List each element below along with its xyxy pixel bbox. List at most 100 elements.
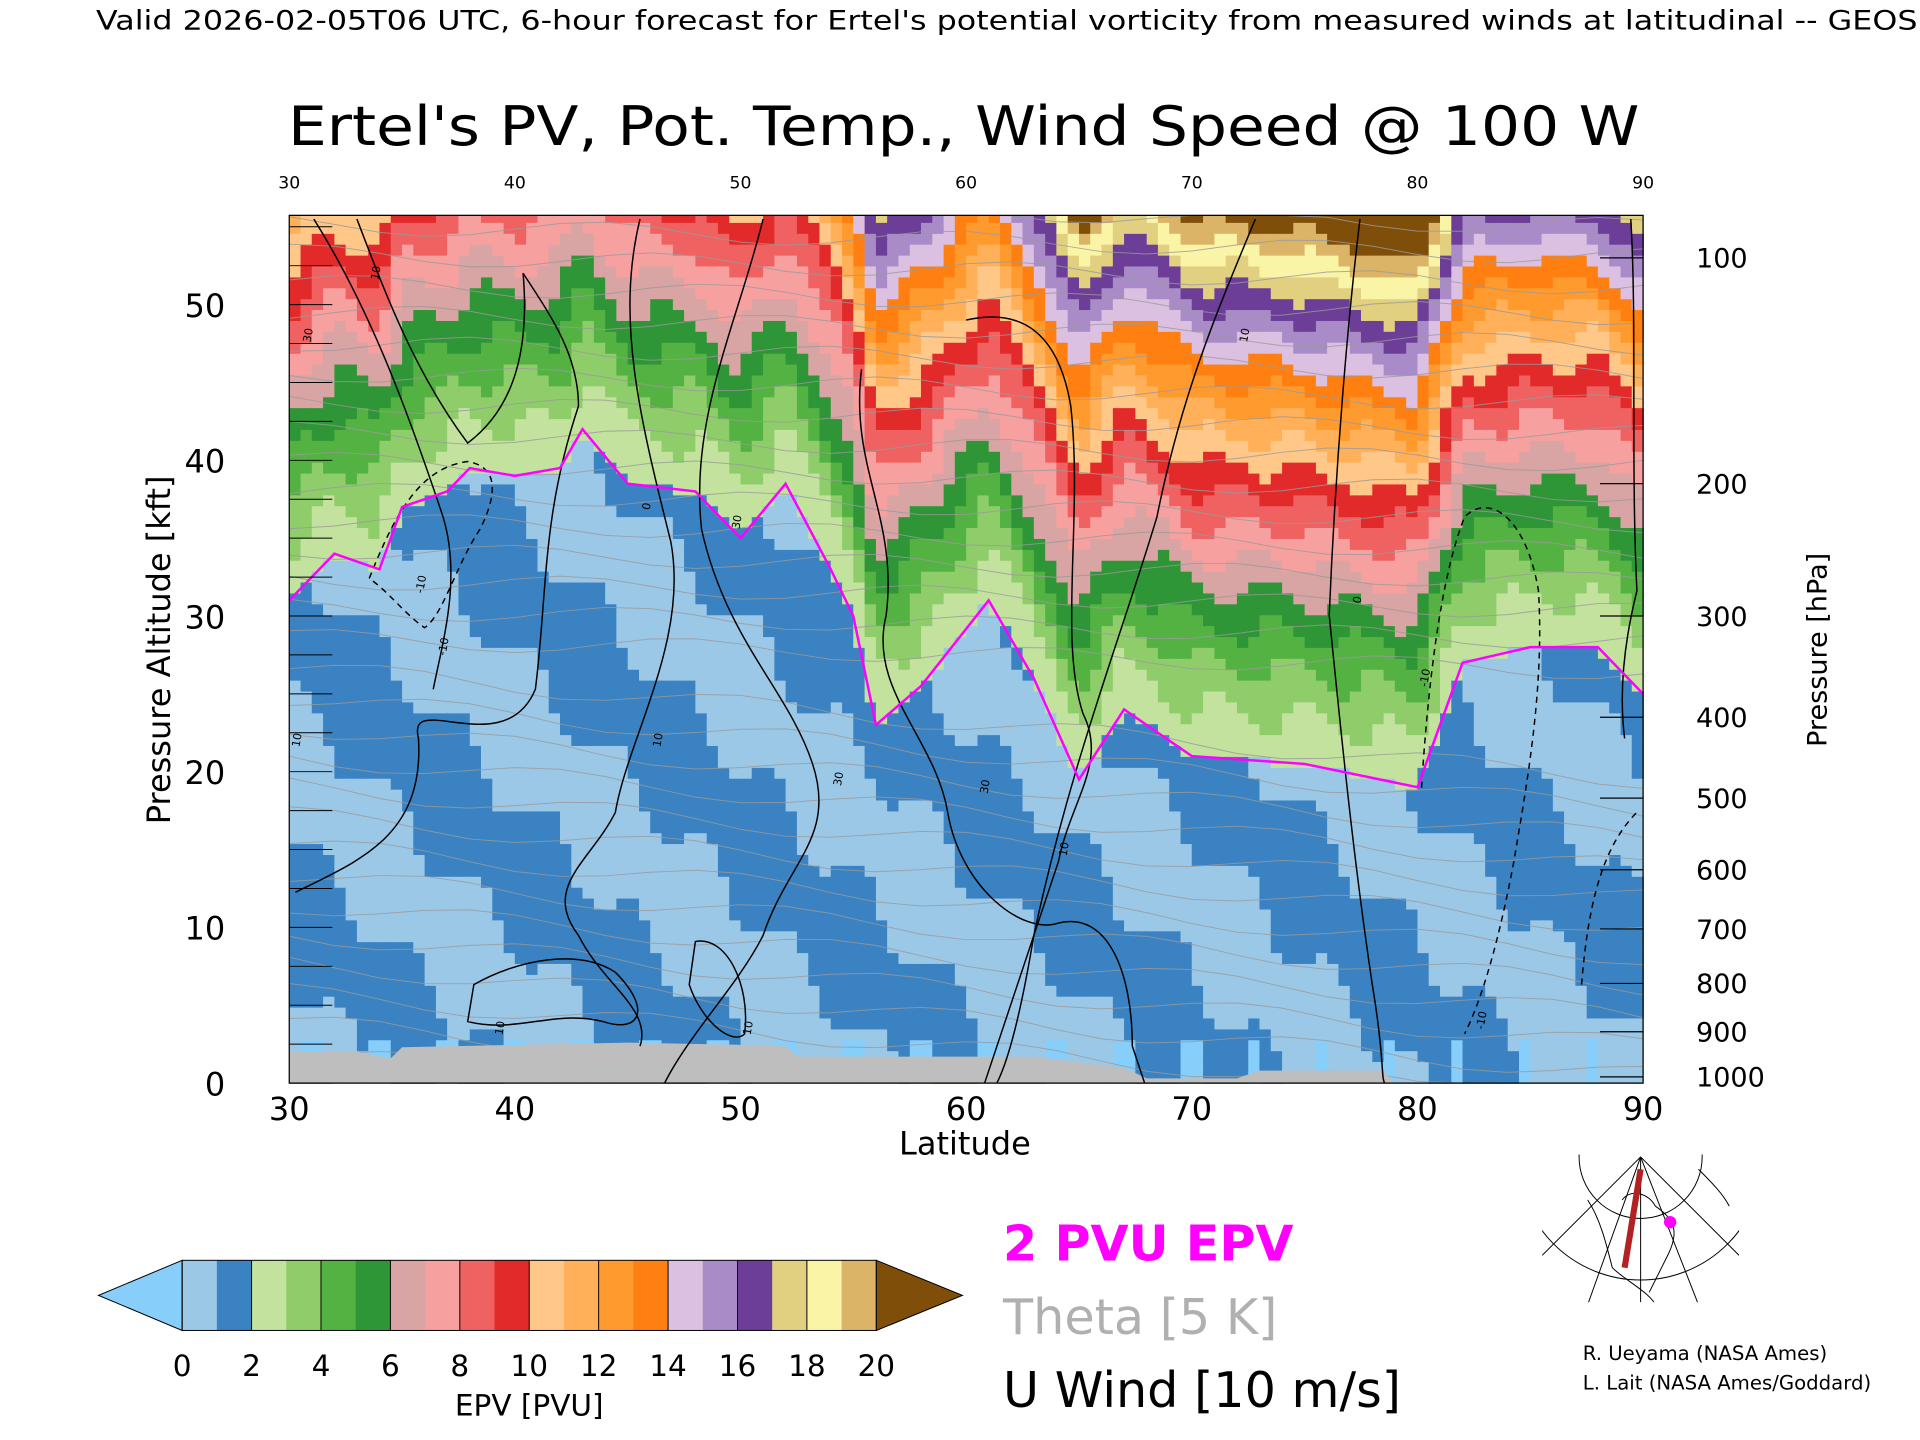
pv-cell xyxy=(492,876,505,888)
pv-cell xyxy=(966,342,979,354)
pv-cell xyxy=(627,429,640,441)
pv-cell xyxy=(616,930,629,943)
pv-cell xyxy=(751,745,764,757)
pv-cell xyxy=(582,930,595,943)
pv-cell xyxy=(402,603,415,616)
pv-cell xyxy=(819,342,832,354)
pv-cell xyxy=(334,701,347,714)
pv-cell xyxy=(469,734,482,746)
pv-cell xyxy=(571,799,584,812)
pv-cell xyxy=(345,984,358,997)
pv-cell xyxy=(447,1017,460,1030)
pv-cell xyxy=(480,374,494,387)
pv-cell xyxy=(977,1006,990,1019)
pv-cell xyxy=(639,712,652,725)
pv-cell xyxy=(909,407,922,420)
pv-cell xyxy=(729,865,742,877)
pv-cell xyxy=(616,756,629,768)
pv-cell xyxy=(977,788,990,801)
pv-cell xyxy=(492,320,505,332)
pv-cell xyxy=(661,810,674,823)
pv-cell xyxy=(605,461,618,474)
pv-cell xyxy=(548,374,561,387)
pv-cell xyxy=(345,461,358,474)
pv-cell xyxy=(526,712,539,725)
pv-cell xyxy=(616,865,629,877)
pv-cell xyxy=(819,756,832,768)
pv-cell xyxy=(458,799,471,812)
pv-cell xyxy=(334,876,347,888)
top-x-tick-label: 30 xyxy=(278,173,300,193)
pv-cell xyxy=(943,254,956,267)
pv-cell xyxy=(842,407,855,420)
pv-cell xyxy=(887,821,900,834)
pv-cell xyxy=(796,363,809,376)
pv-cell xyxy=(480,472,494,485)
pv-cell xyxy=(413,516,426,528)
pv-cell xyxy=(379,876,392,888)
pv-cell xyxy=(356,734,369,746)
pv-cell xyxy=(796,505,809,518)
pv-cell xyxy=(289,919,302,932)
pv-cell xyxy=(616,505,629,518)
pv-cell xyxy=(571,560,584,572)
pv-cell xyxy=(717,320,730,332)
pv-cell xyxy=(526,472,539,485)
pv-cell xyxy=(695,756,708,768)
pv-cell xyxy=(503,919,516,932)
pv-cell xyxy=(379,407,392,420)
pv-cell xyxy=(593,440,606,452)
pv-cell xyxy=(368,963,381,975)
pv-cell xyxy=(954,1006,967,1019)
pv-cell xyxy=(605,429,618,441)
pv-cell xyxy=(672,636,685,648)
pv-cell xyxy=(717,668,730,681)
pv-cell xyxy=(875,1017,888,1030)
pv-cell xyxy=(819,215,832,223)
pv-cell xyxy=(853,1017,866,1030)
pv-cell xyxy=(796,865,809,877)
pv-cell xyxy=(729,941,742,954)
pv-cell xyxy=(684,516,697,528)
pv-cell xyxy=(480,232,494,245)
pv-cell xyxy=(639,658,652,670)
pv-cell xyxy=(830,690,843,703)
pv-cell xyxy=(695,734,708,746)
pv-cell xyxy=(898,701,911,714)
pv-cell xyxy=(514,549,527,561)
pv-cell xyxy=(830,592,843,605)
pv-cell xyxy=(323,461,336,474)
pv-cell xyxy=(548,232,561,245)
pv-cell xyxy=(785,418,798,430)
pv-cell xyxy=(514,756,527,768)
pv-cell xyxy=(966,243,979,256)
pv-cell xyxy=(875,756,888,768)
pv-cell xyxy=(729,494,742,507)
pv-cell xyxy=(582,767,595,779)
pv-cell xyxy=(390,930,403,943)
pv-cell xyxy=(537,701,550,714)
pv-cell xyxy=(605,215,618,223)
pv-cell xyxy=(785,690,798,703)
pv-cell xyxy=(920,810,934,823)
pv-cell xyxy=(740,625,753,638)
pv-cell xyxy=(526,450,539,463)
pv-cell xyxy=(526,919,539,932)
pv-cell xyxy=(424,440,437,452)
pv-cell xyxy=(413,418,426,430)
pv-cell xyxy=(684,1006,697,1019)
pv-cell xyxy=(706,625,719,638)
pv-cell xyxy=(379,461,392,474)
pv-cell xyxy=(639,690,652,703)
pv-cell xyxy=(875,701,888,714)
pv-cell xyxy=(740,668,753,681)
pv-cell xyxy=(469,1028,482,1041)
pv-cell xyxy=(763,429,776,441)
pv-cell xyxy=(311,232,324,245)
pv-cell xyxy=(514,745,527,757)
pv-cell xyxy=(356,636,369,648)
pv-cell xyxy=(740,821,753,834)
pv-cell xyxy=(537,494,550,507)
pv-cell xyxy=(379,331,392,343)
pv-cell xyxy=(390,440,403,452)
